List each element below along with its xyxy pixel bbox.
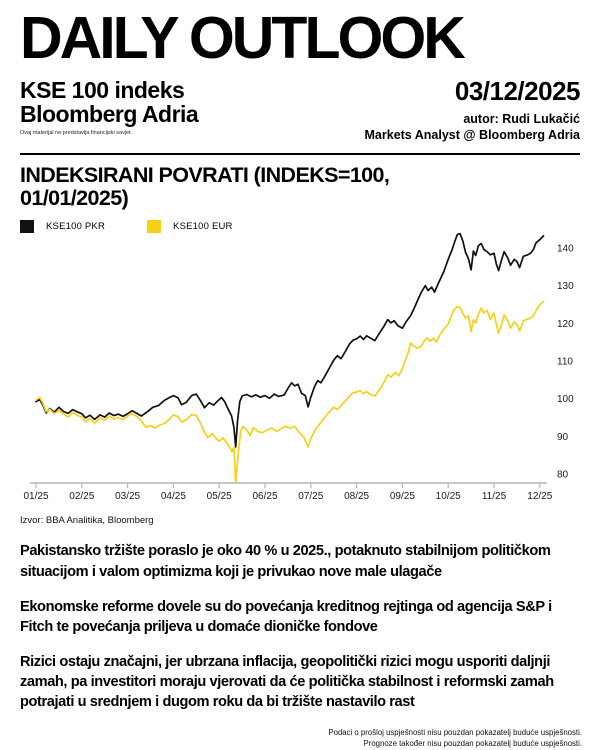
divider-rule (20, 153, 580, 156)
svg-text:90: 90 (557, 432, 569, 443)
svg-text:120: 120 (557, 319, 574, 330)
legend-label-pkr: KSE100 PKR (46, 221, 106, 233)
index-name: KSE 100 indeks (20, 77, 185, 104)
svg-text:130: 130 (557, 282, 574, 293)
performance-disclaimer-line-1: Podaci o prošloj uspješnosti nisu pouzda… (328, 728, 582, 738)
subheader-left: KSE 100 indeks Bloomberg Adria Ovaj mate… (20, 77, 199, 137)
performance-disclaimer-line-2: Prognoze također nisu pouzdan pokazatelj… (363, 739, 582, 749)
legend-label-eur: KSE100 EUR (173, 221, 233, 233)
svg-text:07/25: 07/25 (298, 491, 323, 501)
performance-disclaimer: Podaci o prošloj uspješnosti nisu pouzda… (328, 728, 582, 750)
pkr-swatch-icon (20, 220, 34, 234)
eur-swatch-icon (147, 220, 162, 234)
commentary-paragraph-2: Ekonomske reforme dovele su do povećanja… (20, 598, 552, 635)
returns-chart: 01/25 02/25 03/25 04/25 05/25 06/25 07/25 08/25… (23, 233, 574, 501)
chart-section-title: INDEKSIRANI POVRATI (INDEKS=100, 01/01/2… (20, 163, 390, 210)
author-role: Markets Analyst @ Bloomberg Adria (364, 127, 580, 142)
chart-legend: KSE100 PKR KSE100 EUR (20, 220, 580, 234)
svg-text:80: 80 (557, 470, 569, 481)
svg-text:04/25: 04/25 (161, 491, 186, 501)
author-name: autor: Rudi Lukačić (463, 112, 580, 127)
masthead-title: DAILY OUTLOOK (20, 5, 466, 71)
report-date: 03/12/2025 (454, 76, 581, 107)
commentary-paragraph-1: Pakistansko tržište poraslo je oko 40 % … (20, 543, 551, 580)
commentary: Pakistansko tržište poraslo je oko 40 % … (20, 541, 582, 712)
svg-text:05/25: 05/25 (207, 491, 232, 501)
svg-text:03/25: 03/25 (115, 491, 140, 501)
svg-text:10/25: 10/25 (436, 491, 461, 501)
brand-name: Bloomberg Adria (20, 101, 199, 128)
newsletter-page: DAILY OUTLOOK KSE 100 indeks Bloomberg A… (0, 5, 600, 750)
commentary-paragraph-3: Rizici ostaju značajni, jer ubrzana infl… (20, 653, 554, 711)
mini-disclaimer: Ovaj materijal ne predstavlja financijsk… (20, 130, 133, 137)
svg-text:11/25: 11/25 (482, 491, 507, 501)
svg-text:02/25: 02/25 (69, 491, 94, 501)
subheader-right: 03/12/2025 autor: Rudi Lukačić Markets A… (364, 76, 581, 143)
svg-text:09/25: 09/25 (390, 491, 415, 501)
legend-item-pkr: KSE100 PKR (20, 220, 106, 234)
source-line: Izvor: BBA Analitika, Bloomberg (20, 515, 154, 527)
subheader: KSE 100 indeks Bloomberg Adria Ovaj mate… (0, 78, 600, 143)
svg-text:06/25: 06/25 (252, 491, 277, 501)
legend-item-eur: KSE100 EUR (147, 220, 233, 234)
svg-text:110: 110 (557, 357, 573, 368)
svg-text:01/25: 01/25 (23, 491, 48, 501)
svg-text:140: 140 (557, 244, 574, 255)
svg-text:08/25: 08/25 (344, 491, 369, 501)
svg-text:12/25: 12/25 (527, 491, 552, 501)
svg-text:100: 100 (557, 395, 574, 406)
